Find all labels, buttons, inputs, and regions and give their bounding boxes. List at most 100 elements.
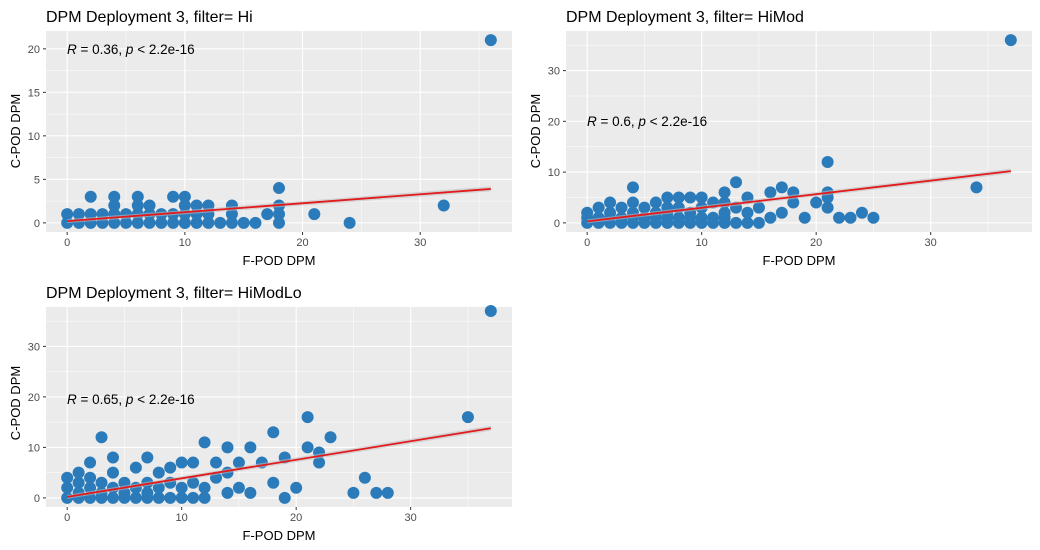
data-point [730, 216, 743, 229]
chart-panel-himod: DPM Deployment 3, filter= HiMod 0 10 20 300… [528, 9, 1032, 268]
y-tick-label: 0 [34, 218, 40, 230]
chart-panel-hi: DPM Deployment 3, filter= Hi 0 10 20 30 0 5 10… [8, 9, 512, 268]
y-axis-title: C-POD DPM [528, 94, 543, 168]
data-point [592, 201, 605, 214]
data-point [821, 155, 834, 168]
x-tick-label: 20 [296, 237, 308, 249]
chart-title: DPM Deployment 3, filter= HiMod [566, 9, 804, 26]
data-point [214, 216, 227, 229]
data-point [164, 461, 177, 474]
y-tick-label: 30 [28, 341, 40, 353]
x-tick-label: 10 [179, 237, 191, 249]
x-tick-label: 0 [64, 512, 70, 524]
data-point [615, 201, 628, 214]
data-point [626, 181, 639, 194]
data-point [672, 191, 685, 204]
data-point [210, 456, 223, 469]
data-point [833, 211, 846, 224]
data-point [273, 182, 285, 195]
data-point [106, 466, 119, 479]
data-point [347, 486, 360, 499]
data-point [187, 456, 200, 469]
data-point [106, 491, 119, 504]
data-point [131, 199, 144, 212]
data-point [164, 491, 177, 504]
data-point [167, 216, 180, 229]
data-point [810, 196, 823, 209]
data-point [167, 190, 180, 203]
data-point [798, 211, 811, 224]
chart-title: DPM Deployment 3, filter= Hi [46, 9, 253, 26]
correlation-annotation: R = 0.65, p < 2.2e-16 [67, 392, 195, 407]
data-point [108, 199, 121, 212]
data-point [278, 491, 291, 504]
data-point [867, 211, 880, 224]
plot-area: 0 10 20 30 0 10 20 30 R = 0.65, p < 2.2e-16 [28, 305, 512, 524]
data-point [707, 211, 720, 224]
data-point [718, 206, 731, 219]
correlation-annotation: R = 0.6, p < 2.2e-16 [587, 114, 707, 129]
data-point [221, 486, 234, 499]
data-point [718, 186, 731, 199]
data-point [273, 208, 285, 221]
data-point [108, 190, 121, 203]
data-point [267, 476, 280, 489]
y-axis-title: C-POD DPM [8, 366, 23, 440]
data-point [844, 211, 857, 224]
y-tick-label: 10 [28, 131, 40, 143]
data-point [370, 486, 383, 499]
x-tick-label: 10 [696, 237, 708, 249]
y-tick-label: 0 [34, 493, 40, 505]
data-point [604, 196, 617, 209]
data-point [187, 476, 200, 489]
y-tick-label: 30 [548, 66, 560, 78]
y-tick-label: 20 [28, 44, 40, 56]
data-point [752, 201, 765, 214]
data-point [61, 481, 74, 494]
data-point [695, 211, 708, 224]
data-point [178, 199, 191, 212]
data-point [855, 206, 868, 219]
data-point [695, 191, 708, 204]
data-point [84, 456, 97, 469]
data-point [141, 486, 154, 499]
data-point [129, 461, 142, 474]
data-point [764, 186, 777, 199]
data-point [970, 181, 983, 194]
data-point [178, 190, 191, 203]
data-point [581, 206, 594, 219]
data-point [775, 181, 788, 194]
data-point [752, 216, 765, 229]
data-point [308, 208, 321, 221]
data-point [108, 216, 121, 229]
data-point [604, 206, 617, 219]
data-point [626, 196, 639, 209]
y-tick-label: 5 [34, 174, 40, 186]
x-tick-label: 0 [584, 237, 590, 249]
data-point [638, 201, 651, 214]
data-point [106, 451, 119, 464]
y-tick-label: 10 [548, 167, 560, 179]
data-point [730, 176, 743, 189]
data-point [672, 211, 685, 224]
data-point [267, 426, 280, 439]
data-point [741, 206, 754, 219]
data-point [787, 196, 800, 209]
data-point [1004, 34, 1017, 47]
data-point [152, 481, 165, 494]
data-point [261, 208, 274, 221]
data-point [198, 491, 211, 504]
data-point [175, 481, 188, 494]
data-point [821, 201, 834, 214]
data-point [72, 466, 85, 479]
data-point [324, 431, 337, 444]
regression-line [67, 188, 491, 223]
data-point [764, 211, 777, 224]
regression-line [587, 170, 1011, 223]
data-point [290, 481, 303, 494]
data-point [775, 206, 788, 219]
data-point [155, 216, 168, 229]
data-point [343, 216, 356, 229]
data-point [461, 411, 474, 424]
